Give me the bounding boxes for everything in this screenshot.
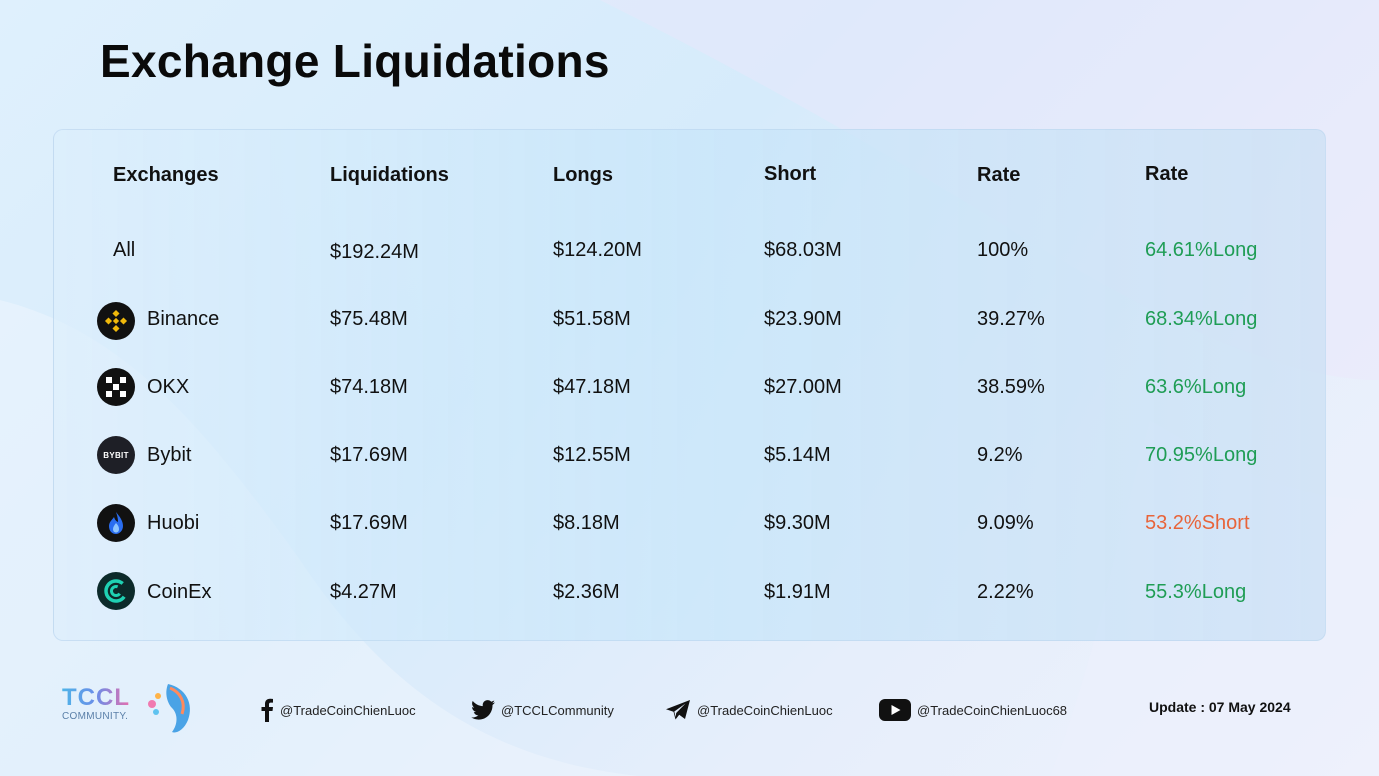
rate-value: 100% (977, 239, 1029, 261)
logo-subtitle: COMMUNITY. (62, 711, 129, 722)
binance-icon (97, 302, 135, 340)
rate-value: 39.27% (977, 308, 1045, 330)
bias-value: 53.2%Short (1145, 512, 1250, 534)
header-liquidations: Liquidations (330, 164, 449, 186)
short-value: $9.30M (764, 512, 831, 534)
short-value: $5.14M (764, 444, 831, 466)
exchange-name: Huobi (147, 512, 200, 534)
liquidations-value: $192.24M (330, 241, 419, 263)
logo-fish-icon (148, 684, 190, 733)
logo-wordmark: TCCL (62, 684, 130, 711)
exchange-name: Binance (147, 308, 220, 330)
exchange-name: CoinEx (147, 581, 212, 603)
longs-value: $2.36M (553, 581, 620, 603)
youtube-icon (879, 699, 911, 721)
header-rate: Rate (977, 164, 1021, 186)
facebook-icon (261, 698, 273, 722)
header-rate-bias: Rate (1145, 163, 1189, 185)
telegram-handle: @TradeCoinChienLuoc (697, 702, 833, 718)
bias-value: 68.34%Long (1145, 308, 1258, 330)
longs-value: $8.18M (553, 512, 620, 534)
bias-value: 70.95%Long (1145, 444, 1258, 466)
liquidations-value: $75.48M (330, 308, 408, 330)
tccl-logo: TCCL COMMUNITY. (62, 680, 202, 736)
facebook-handle: @TradeCoinChienLuoc (280, 702, 416, 718)
header-short: Short (764, 163, 817, 185)
liquidations-table (53, 129, 1326, 641)
huobi-icon (97, 504, 135, 542)
longs-value: $47.18M (553, 376, 631, 398)
longs-value: $124.20M (553, 239, 642, 261)
header-longs: Longs (553, 164, 613, 186)
okx-icon (97, 368, 135, 406)
coinex-icon (97, 572, 135, 610)
liquidations-value: $17.69M (330, 512, 408, 534)
twitter-handle: @TCCLCommunity (501, 702, 614, 718)
bybit-icon: BYBIT (97, 436, 135, 474)
telegram-icon (666, 700, 690, 720)
header-exchanges: Exchanges (113, 164, 219, 186)
update-date: Update : 07 May 2024 (1149, 699, 1291, 715)
page-title: Exchange Liquidations (100, 35, 610, 87)
exchange-name: Bybit (147, 444, 192, 466)
youtube-handle: @TradeCoinChienLuoc68 (917, 702, 1068, 718)
youtube-link[interactable]: @TradeCoinChienLuoc68 (879, 698, 1067, 722)
rate-value: 9.2% (977, 444, 1023, 466)
rate-value: 2.22% (977, 581, 1034, 603)
bias-value: 63.6%Long (1145, 376, 1247, 398)
rate-value: 38.59% (977, 376, 1045, 398)
longs-value: $51.58M (553, 308, 631, 330)
twitter-icon (471, 700, 495, 720)
liquidations-value: $74.18M (330, 376, 408, 398)
longs-value: $12.55M (553, 444, 631, 466)
twitter-link[interactable]: @TCCLCommunity (471, 698, 614, 722)
facebook-link[interactable]: @TradeCoinChienLuoc (260, 698, 416, 722)
short-value: $1.91M (764, 581, 831, 603)
liquidations-value: $4.27M (330, 581, 397, 603)
exchange-name: All (113, 239, 136, 261)
telegram-link[interactable]: @TradeCoinChienLuoc (665, 698, 833, 722)
bias-value: 55.3%Long (1145, 581, 1247, 603)
liquidations-value: $17.69M (330, 444, 408, 466)
bias-value: 64.61%Long (1145, 239, 1258, 261)
exchange-name: OKX (147, 376, 190, 398)
short-value: $68.03M (764, 239, 842, 261)
short-value: $27.00M (764, 376, 842, 398)
short-value: $23.90M (764, 308, 842, 330)
rate-value: 9.09% (977, 512, 1034, 534)
